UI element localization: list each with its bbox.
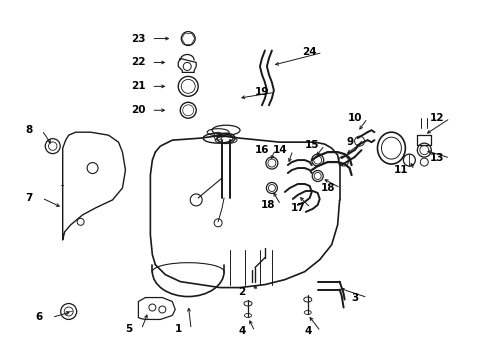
- Text: 7: 7: [25, 193, 33, 203]
- Text: 9: 9: [346, 137, 352, 147]
- Text: 24: 24: [302, 48, 316, 58]
- Text: 2: 2: [238, 287, 245, 297]
- Text: 13: 13: [429, 153, 444, 163]
- Text: 18: 18: [260, 200, 275, 210]
- Text: 6: 6: [35, 312, 42, 323]
- Text: 23: 23: [131, 33, 145, 44]
- Text: 22: 22: [131, 58, 145, 67]
- Text: 18: 18: [320, 183, 334, 193]
- Text: 4: 4: [304, 327, 311, 336]
- Text: 17: 17: [290, 203, 305, 213]
- Text: 12: 12: [429, 113, 444, 123]
- Text: 10: 10: [346, 113, 361, 123]
- Text: 5: 5: [124, 324, 132, 334]
- Text: 14: 14: [272, 145, 286, 155]
- Text: 8: 8: [25, 125, 32, 135]
- Text: 20: 20: [131, 105, 145, 115]
- Text: 19: 19: [254, 87, 268, 97]
- Text: 11: 11: [393, 165, 408, 175]
- Text: 3: 3: [350, 293, 358, 302]
- Text: 15: 15: [304, 140, 318, 150]
- Text: 1: 1: [174, 324, 182, 334]
- Text: 4: 4: [238, 327, 245, 336]
- Text: 21: 21: [131, 81, 145, 91]
- Text: 16: 16: [254, 145, 268, 155]
